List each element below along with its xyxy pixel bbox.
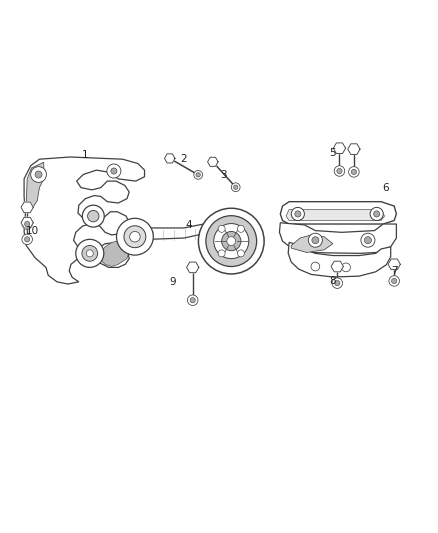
- Circle shape: [308, 233, 322, 247]
- Circle shape: [361, 233, 375, 247]
- Circle shape: [187, 295, 198, 305]
- Circle shape: [198, 208, 264, 274]
- Polygon shape: [348, 144, 360, 155]
- Polygon shape: [26, 162, 44, 207]
- Circle shape: [25, 237, 30, 242]
- Circle shape: [334, 166, 345, 176]
- Text: 3: 3: [220, 169, 227, 180]
- Polygon shape: [333, 143, 346, 154]
- Polygon shape: [21, 217, 33, 228]
- Circle shape: [237, 250, 244, 257]
- Polygon shape: [279, 223, 396, 253]
- Circle shape: [76, 239, 104, 268]
- Circle shape: [22, 219, 32, 229]
- Circle shape: [194, 171, 202, 179]
- Text: 5: 5: [329, 148, 336, 158]
- Circle shape: [88, 211, 99, 222]
- Circle shape: [295, 211, 301, 217]
- Circle shape: [206, 216, 257, 266]
- Polygon shape: [100, 241, 129, 266]
- Circle shape: [237, 225, 244, 232]
- Circle shape: [337, 168, 342, 174]
- Circle shape: [312, 237, 319, 244]
- Text: 9: 9: [170, 277, 177, 287]
- Circle shape: [25, 221, 30, 227]
- Polygon shape: [280, 201, 396, 224]
- Circle shape: [190, 297, 195, 303]
- Polygon shape: [187, 262, 199, 273]
- Polygon shape: [24, 157, 145, 284]
- Circle shape: [231, 183, 240, 191]
- Polygon shape: [388, 259, 400, 270]
- Circle shape: [107, 164, 121, 178]
- Circle shape: [364, 237, 371, 244]
- Circle shape: [227, 237, 236, 246]
- Circle shape: [392, 278, 397, 284]
- Circle shape: [82, 205, 104, 227]
- Polygon shape: [165, 154, 175, 163]
- Polygon shape: [135, 221, 243, 241]
- Circle shape: [374, 211, 380, 217]
- Text: 2: 2: [180, 154, 187, 164]
- Circle shape: [22, 234, 32, 245]
- Circle shape: [291, 207, 304, 221]
- Text: 4: 4: [185, 220, 192, 230]
- Circle shape: [117, 219, 153, 255]
- Circle shape: [130, 231, 140, 242]
- Circle shape: [218, 250, 225, 257]
- Polygon shape: [288, 243, 391, 277]
- Circle shape: [35, 171, 42, 178]
- Text: 8: 8: [329, 276, 336, 286]
- Circle shape: [196, 173, 200, 177]
- Text: 10: 10: [25, 227, 39, 237]
- Circle shape: [124, 226, 146, 248]
- Circle shape: [31, 167, 46, 182]
- Polygon shape: [208, 157, 218, 166]
- Circle shape: [222, 231, 241, 251]
- Text: 7: 7: [391, 266, 398, 276]
- Polygon shape: [21, 202, 33, 213]
- Circle shape: [351, 169, 357, 174]
- Circle shape: [389, 276, 399, 286]
- Circle shape: [332, 278, 343, 288]
- Circle shape: [233, 185, 238, 189]
- Circle shape: [349, 167, 359, 177]
- Circle shape: [86, 250, 93, 257]
- Circle shape: [370, 207, 383, 221]
- Polygon shape: [286, 209, 385, 221]
- Circle shape: [214, 223, 249, 259]
- Polygon shape: [331, 261, 343, 272]
- Circle shape: [335, 280, 340, 286]
- Circle shape: [111, 168, 117, 174]
- Circle shape: [311, 262, 320, 271]
- Text: 1: 1: [82, 150, 89, 160]
- Circle shape: [218, 225, 225, 232]
- Text: 6: 6: [382, 183, 389, 192]
- Circle shape: [82, 246, 98, 261]
- Circle shape: [342, 263, 350, 272]
- Polygon shape: [291, 235, 333, 253]
